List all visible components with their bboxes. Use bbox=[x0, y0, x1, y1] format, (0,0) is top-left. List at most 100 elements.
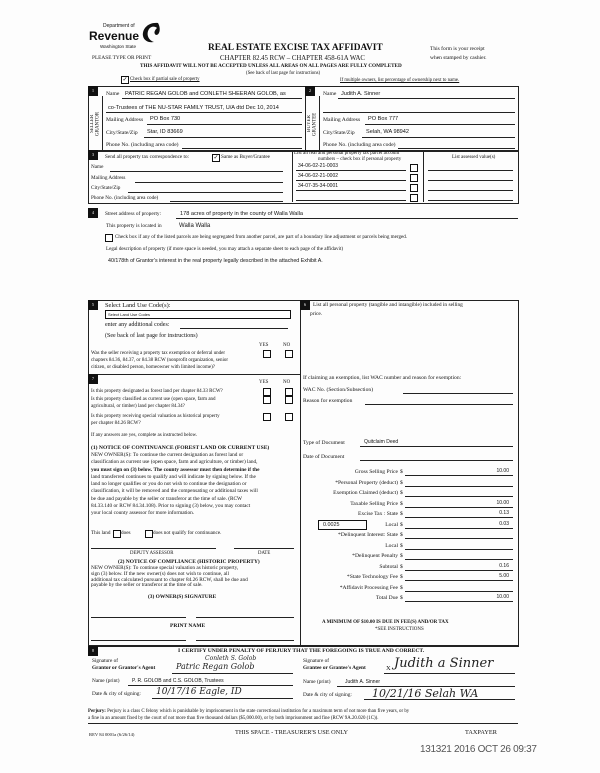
perjury-text: a fine in an amount fixed by the court o… bbox=[88, 716, 379, 721]
tax-row-value[interactable]: 5.00 bbox=[499, 573, 509, 579]
forest-yes-checkbox[interactable] bbox=[263, 388, 271, 396]
personal-property-checkbox[interactable] bbox=[410, 184, 418, 192]
wac-input[interactable] bbox=[403, 393, 513, 394]
assessed-value[interactable] bbox=[428, 190, 513, 191]
tax-row-value[interactable]: 10.00 bbox=[496, 499, 509, 506]
owner-signature-line[interactable] bbox=[196, 617, 294, 618]
deputy-signature-line[interactable] bbox=[91, 548, 216, 549]
seller-mail[interactable]: PO Box 730 bbox=[150, 116, 181, 122]
corr-city[interactable] bbox=[128, 192, 283, 193]
tax-row-label: *Delinquent Penalty bbox=[352, 553, 398, 559]
grantor-sig-label: Signature of bbox=[92, 658, 119, 664]
does-not-label: does not qualify for continuance. bbox=[153, 530, 222, 536]
tax-row-label: Exemption Claimed (deduct) bbox=[333, 490, 398, 496]
exemption-no-checkbox[interactable] bbox=[285, 350, 293, 358]
doc-type[interactable]: Quitclaim Deed bbox=[364, 439, 399, 445]
print-name-line[interactable] bbox=[91, 640, 186, 641]
doc-type-label: Type of Document bbox=[303, 440, 345, 446]
forest-no-checkbox[interactable] bbox=[285, 388, 293, 396]
located-value[interactable]: Walla Walla bbox=[179, 223, 211, 229]
no-header: NO bbox=[283, 343, 291, 348]
owner-signature-line[interactable] bbox=[91, 617, 186, 618]
assessed-value[interactable] bbox=[428, 200, 513, 201]
buyer-name-label: Name bbox=[323, 91, 337, 97]
assessed-value[interactable] bbox=[428, 180, 513, 181]
tax-row-value[interactable]: 10.00 bbox=[496, 594, 509, 600]
grantor-date-city[interactable]: 10/17/16 Eagle, ID bbox=[156, 687, 242, 697]
assessed-header: List assessed value(s) bbox=[452, 155, 496, 160]
grantee-name[interactable]: Judith A. Sinner bbox=[345, 679, 381, 685]
seller-name[interactable]: PATRIC REGAN GOLOB and CONLETH SHEERAN G… bbox=[125, 91, 286, 97]
section-number: 4 bbox=[88, 208, 98, 218]
historic-question: Is this property receiving special valua… bbox=[91, 414, 220, 419]
reason-input[interactable] bbox=[365, 404, 513, 405]
land-use-select[interactable]: Select Land Use Codes bbox=[105, 310, 291, 319]
corr-name[interactable] bbox=[110, 171, 283, 172]
grantor-name[interactable]: P. R. GOLOB and C.S. GOLOB, Trustees bbox=[132, 678, 224, 684]
current-use-question: Is this property classified as current u… bbox=[91, 397, 216, 402]
grantor-signature[interactable]: Patric Regan Golob bbox=[176, 661, 255, 671]
corr-phone[interactable] bbox=[170, 201, 283, 202]
section-number: 2 bbox=[305, 86, 315, 96]
parcel-number[interactable]: 34-06-02-21-0003 bbox=[298, 163, 339, 169]
seller-phone[interactable] bbox=[182, 148, 302, 149]
buyer-mail[interactable]: PO Box 777 bbox=[368, 116, 399, 122]
notice-line: your local county assessor for more info… bbox=[91, 510, 195, 517]
doc-date-input[interactable] bbox=[360, 460, 513, 461]
exemption-label: If claiming an exemption, list WAC numbe… bbox=[303, 375, 462, 381]
parcel-number[interactable]: 34-07-35-34-0001 bbox=[298, 183, 339, 189]
notice-line: 84.33.140 or RCW 84.34.108). Prior to si… bbox=[91, 503, 251, 510]
grantee-signature[interactable]: Judith a Sinner bbox=[394, 656, 494, 671]
seller-mail-label: Mailing Address bbox=[106, 117, 144, 123]
notice-compliance-text: NEW OWNER(S): To continue special valuat… bbox=[91, 565, 248, 589]
deputy-date-line[interactable] bbox=[234, 548, 294, 549]
buyer-city[interactable]: Selah, WA 98942 bbox=[366, 129, 410, 135]
local-rate-box[interactable]: 0.0025 bbox=[318, 520, 367, 530]
tax-row-label: Total Due bbox=[375, 595, 398, 601]
seller-name-2[interactable]: co-Trustees of THE NU-STAR FAMILY TRUST,… bbox=[108, 105, 279, 111]
buyer-city-label: City/State/Zip bbox=[323, 130, 355, 136]
tax-row-label: Gross Selling Price bbox=[354, 469, 398, 475]
corr-mail[interactable] bbox=[135, 182, 283, 183]
segregated-checkbox[interactable] bbox=[105, 234, 113, 242]
tax-row-label: Local bbox=[385, 542, 398, 549]
grantor-signature[interactable]: Conleth S. Golob bbox=[205, 654, 257, 662]
tax-row-value[interactable]: 0.03 bbox=[499, 520, 509, 527]
personal-property-checkbox[interactable] bbox=[410, 164, 418, 172]
legal-description[interactable]: 40/178th of Grantor's interest in the re… bbox=[108, 258, 323, 264]
current-use-no-checkbox[interactable] bbox=[285, 396, 293, 404]
grantee-name-label: Name (print) bbox=[303, 679, 331, 685]
receipt-note: This form is your receipt bbox=[430, 46, 485, 52]
buyer-phone[interactable] bbox=[398, 148, 515, 149]
parcel-number[interactable] bbox=[296, 200, 406, 201]
personal-property-checkbox[interactable] bbox=[410, 194, 418, 202]
historic-yes-checkbox[interactable] bbox=[263, 413, 271, 421]
minimum-note: A MINIMUM OF $10.00 IS DUE IN FEE(S) AND… bbox=[322, 620, 449, 625]
partial-sale-checkbox[interactable]: ✓ bbox=[121, 76, 129, 84]
assessed-value[interactable] bbox=[428, 170, 513, 171]
grantee-date-city[interactable]: 10/21/16 Selah WA bbox=[372, 686, 479, 700]
street-address[interactable]: 178 acres of property in the county of W… bbox=[180, 211, 304, 217]
currency-sign: $ bbox=[400, 532, 403, 538]
currency-sign: $ bbox=[400, 490, 403, 496]
tax-row-value[interactable]: 10.00 bbox=[496, 468, 509, 474]
does-checkbox[interactable] bbox=[113, 530, 121, 538]
tax-row-value[interactable]: 0.16 bbox=[499, 562, 509, 569]
does-not-checkbox[interactable] bbox=[145, 530, 153, 538]
this-land-label: This land bbox=[91, 530, 111, 536]
buyer-name[interactable]: Judith A. Sinner bbox=[341, 91, 381, 97]
seller-city-label: City/State/Zip bbox=[106, 130, 138, 136]
currency-sign: $ bbox=[400, 574, 403, 580]
seller-city[interactable]: Star, ID 83669 bbox=[147, 129, 183, 135]
wac-label: WAC No. (Section/Subsection) bbox=[303, 387, 374, 393]
grantee-x-mark: X bbox=[386, 665, 391, 672]
exemption-yes-checkbox[interactable] bbox=[263, 350, 271, 358]
tax-row-value[interactable]: 0.13 bbox=[499, 510, 509, 516]
same-as-buyer-checkbox[interactable]: ✓ bbox=[212, 154, 220, 162]
historic-no-checkbox[interactable] bbox=[285, 413, 293, 421]
current-use-yes-checkbox[interactable] bbox=[263, 396, 271, 404]
print-name-line[interactable] bbox=[196, 640, 294, 641]
parcel-number[interactable]: 34-06-02-21-0002 bbox=[298, 173, 339, 179]
personal-property-checkbox[interactable] bbox=[410, 174, 418, 182]
additional-codes-input[interactable] bbox=[180, 328, 288, 329]
